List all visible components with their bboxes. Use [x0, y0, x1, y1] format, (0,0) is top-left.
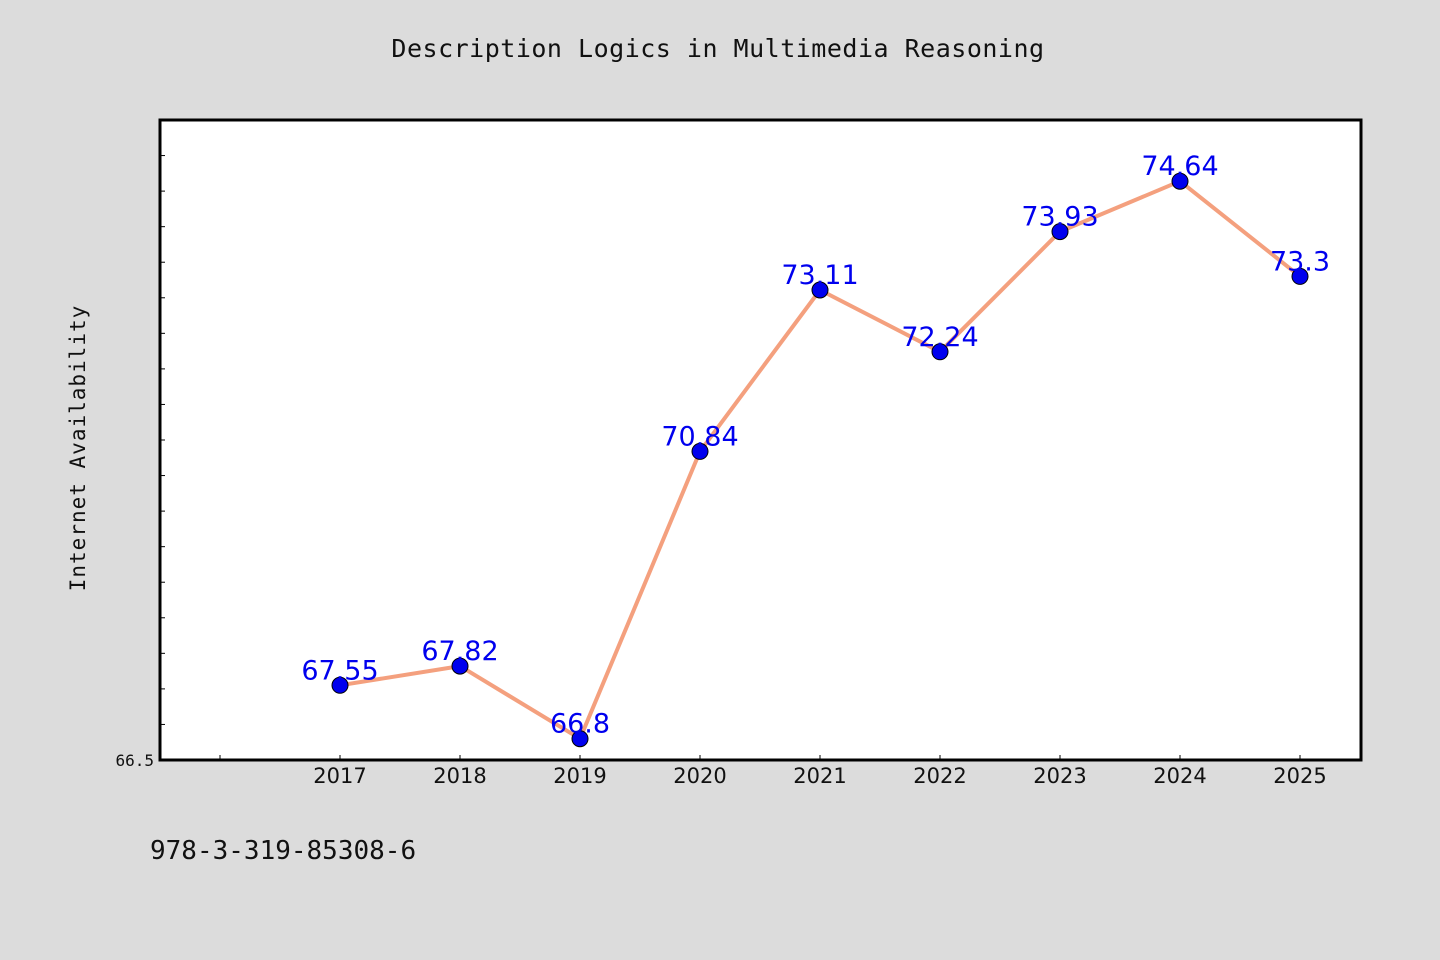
data-point-marker — [1171, 172, 1189, 190]
plot-area — [158, 118, 1363, 762]
x-axis-tick-labels: 2017 2018 2019 2020 2021 2022 2023 2024 2025 — [313, 764, 1326, 788]
data-label: 72.24 — [901, 322, 978, 353]
data-point-marker — [1051, 223, 1069, 241]
x-tick-label: 2022 — [913, 764, 966, 788]
data-point-marker — [451, 657, 469, 675]
x-tick-label: 2019 — [553, 764, 606, 788]
data-label: 73.93 — [1021, 202, 1098, 233]
data-label: 74.64 — [1141, 151, 1218, 182]
y-tick-label: 66.5 — [115, 751, 154, 770]
data-label: 73.11 — [781, 260, 858, 291]
data-label: 70.84 — [661, 421, 738, 452]
isbn-footer: 978-3-319-85308-6 — [150, 836, 417, 866]
y-axis-tick-labels: 66.5 — [115, 751, 154, 770]
data-point-marker — [571, 730, 589, 748]
data-point-marker — [811, 281, 829, 299]
x-tick-label: 2017 — [313, 764, 366, 788]
data-label: 67.55 — [301, 655, 378, 686]
data-markers — [331, 172, 1309, 748]
data-point-marker — [931, 343, 949, 361]
data-point-marker — [1291, 267, 1309, 285]
data-point-marker — [331, 676, 349, 694]
y-axis-ticks — [160, 119, 165, 761]
x-tick-label: 2020 — [673, 764, 726, 788]
x-tick-label: 2018 — [433, 764, 486, 788]
chart-title: Description Logics in Multimedia Reasoni… — [391, 34, 1045, 63]
x-tick-label: 2025 — [1273, 764, 1326, 788]
data-label: 73.3 — [1270, 246, 1330, 277]
y-axis-label: Internet Availability — [66, 304, 90, 592]
data-label: 67.82 — [421, 636, 498, 667]
data-label: 66.8 — [550, 709, 610, 740]
x-axis-ticks — [219, 755, 1301, 760]
data-labels: 67.55 67.82 66.8 70.84 73.11 72.24 73.93 74.64 7… — [301, 151, 1330, 740]
x-tick-label: 2024 — [1153, 764, 1206, 788]
data-point-marker — [691, 442, 709, 460]
x-tick-label: 2023 — [1033, 764, 1086, 788]
x-tick-label: 2021 — [793, 764, 846, 788]
